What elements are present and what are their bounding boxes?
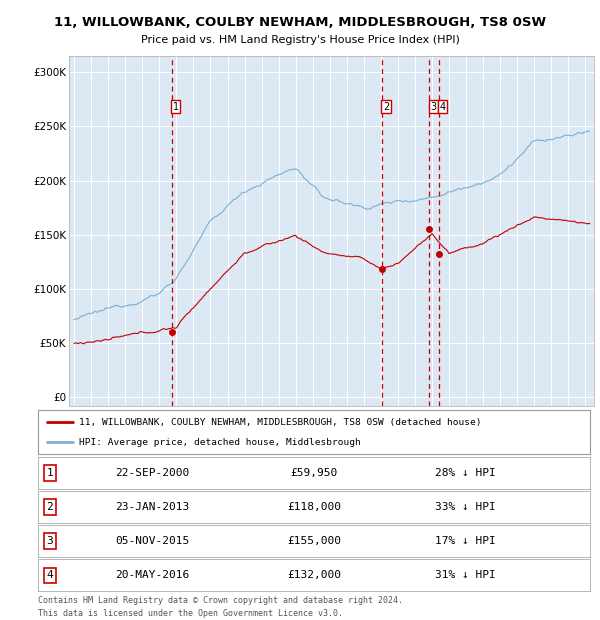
Text: HPI: Average price, detached house, Middlesbrough: HPI: Average price, detached house, Midd… — [79, 438, 361, 446]
Text: 17% ↓ HPI: 17% ↓ HPI — [435, 536, 496, 546]
Text: 3: 3 — [47, 536, 53, 546]
Text: Contains HM Land Registry data © Crown copyright and database right 2024.
This d: Contains HM Land Registry data © Crown c… — [38, 596, 403, 618]
Text: 33% ↓ HPI: 33% ↓ HPI — [435, 502, 496, 512]
Text: Price paid vs. HM Land Registry's House Price Index (HPI): Price paid vs. HM Land Registry's House … — [140, 35, 460, 45]
Text: £132,000: £132,000 — [287, 570, 341, 580]
Text: 1: 1 — [172, 102, 179, 112]
Text: 4: 4 — [47, 570, 53, 580]
Text: 11, WILLOWBANK, COULBY NEWHAM, MIDDLESBROUGH, TS8 0SW (detached house): 11, WILLOWBANK, COULBY NEWHAM, MIDDLESBR… — [79, 418, 482, 427]
Text: 31% ↓ HPI: 31% ↓ HPI — [435, 570, 496, 580]
Text: £155,000: £155,000 — [287, 536, 341, 546]
Text: 28% ↓ HPI: 28% ↓ HPI — [435, 468, 496, 478]
Text: 22-SEP-2000: 22-SEP-2000 — [115, 468, 190, 478]
Text: 2: 2 — [383, 102, 389, 112]
Text: 1: 1 — [47, 468, 53, 478]
Text: 20-MAY-2016: 20-MAY-2016 — [115, 570, 190, 580]
Text: 3: 3 — [430, 102, 436, 112]
Text: £118,000: £118,000 — [287, 502, 341, 512]
Text: 05-NOV-2015: 05-NOV-2015 — [115, 536, 190, 546]
Text: 23-JAN-2013: 23-JAN-2013 — [115, 502, 190, 512]
Text: £59,950: £59,950 — [290, 468, 337, 478]
Text: 11, WILLOWBANK, COULBY NEWHAM, MIDDLESBROUGH, TS8 0SW: 11, WILLOWBANK, COULBY NEWHAM, MIDDLESBR… — [54, 16, 546, 29]
Text: 4: 4 — [439, 102, 446, 112]
Text: 2: 2 — [47, 502, 53, 512]
